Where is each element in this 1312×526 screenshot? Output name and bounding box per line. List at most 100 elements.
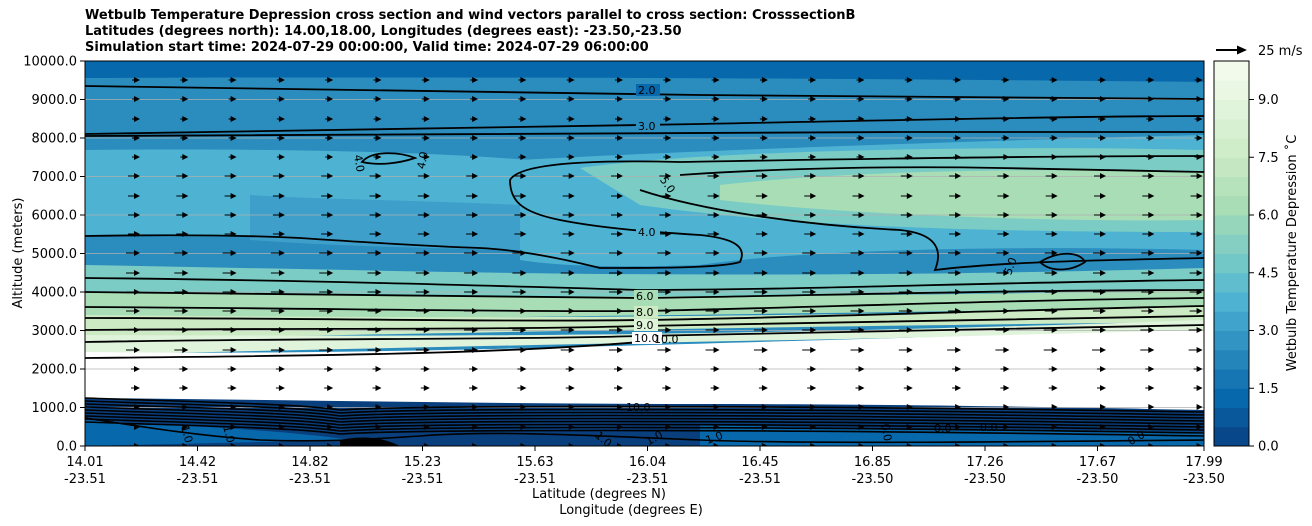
wind-arrowhead (472, 173, 479, 179)
wind-arrowhead (810, 404, 817, 410)
wind-arrowhead (1100, 270, 1106, 276)
colorbar-bands (1214, 61, 1249, 447)
wind-arrowhead (182, 385, 189, 391)
wind-arrowhead (472, 424, 479, 430)
quiver-key-label: 25 m/s (1258, 44, 1303, 59)
wind-arrowhead (375, 212, 382, 218)
wind-arrowhead (520, 443, 527, 446)
wind-arrowhead (1051, 404, 1058, 410)
wind-arrowhead (230, 424, 237, 430)
wind-arrowhead (278, 404, 285, 410)
wind-arrowhead (761, 212, 768, 218)
wind-arrowhead (520, 270, 527, 276)
wind-arrowhead (230, 212, 237, 218)
wind-arrowhead (568, 96, 575, 102)
wind-arrowhead (713, 154, 720, 160)
wind-arrowhead (1100, 289, 1106, 295)
wind-arrowhead (375, 116, 382, 122)
wind-arrowhead (713, 327, 720, 333)
wind-arrowhead (568, 135, 575, 141)
wind-arrowhead (230, 135, 237, 141)
colorbar-band (1214, 311, 1249, 331)
wind-arrowhead (327, 173, 334, 179)
wind-arrowhead (1003, 404, 1010, 410)
wind-arrowhead (134, 443, 140, 446)
field-band (85, 265, 1204, 300)
wind-arrowhead (761, 116, 768, 122)
wind-arrowhead (327, 270, 334, 276)
wind-arrowhead (520, 77, 527, 83)
wind-arrowhead (906, 231, 913, 237)
wind-arrowhead (1100, 96, 1106, 102)
wind-arrowhead (472, 308, 479, 314)
wind-arrowhead (858, 135, 865, 141)
wind-arrowhead (1100, 424, 1106, 430)
wind-arrowhead (134, 289, 140, 295)
x-tick-label-lat: 14.42 (179, 455, 216, 470)
wind-arrowhead (713, 96, 720, 102)
y-tick-label: 2000.0 (32, 363, 78, 378)
wind-arrowhead (1100, 173, 1106, 179)
y-tick-label: 3000.0 (32, 324, 78, 339)
wind-arrowhead (568, 347, 575, 353)
wind-arrowhead (278, 135, 285, 141)
wind-arrowhead (713, 212, 720, 218)
field-band (85, 61, 1204, 82)
wind-arrowhead (810, 135, 817, 141)
wind-arrowhead (472, 404, 479, 410)
wind-arrowhead (665, 116, 672, 122)
wind-arrowhead (1196, 327, 1203, 333)
wind-arrowhead (906, 289, 913, 295)
wind-arrowhead (1100, 347, 1106, 353)
contour-label-bg (634, 319, 658, 331)
wind-arrowhead (327, 231, 334, 237)
wind-arrowhead (134, 212, 140, 218)
contour-label: 3.0 (638, 120, 656, 133)
wind-arrowhead (713, 308, 720, 314)
wind-arrowhead (568, 173, 575, 179)
wind-arrowhead (858, 96, 865, 102)
wind-arrowhead (375, 443, 382, 446)
wind-arrowhead (375, 96, 382, 102)
colorbar-ticks: 0.0 1.5 3.0 4.5 6.0 7.5 9.0 (1249, 93, 1279, 455)
wind-arrowhead (520, 96, 527, 102)
wind-arrowhead (182, 231, 189, 237)
wind-arrowhead (423, 135, 430, 141)
wind-arrowhead (858, 154, 865, 160)
wind-arrowhead (182, 135, 189, 141)
wind-arrowhead (617, 347, 623, 353)
wind-arrowhead (1196, 308, 1203, 314)
y-tick-label: 9000.0 (32, 93, 78, 108)
wind-arrowhead (520, 366, 527, 372)
wind-arrowhead (713, 289, 720, 295)
wind-arrowhead (1003, 270, 1010, 276)
wind-arrowhead (230, 366, 237, 372)
wind-arrowhead (472, 366, 479, 372)
wind-arrowhead (568, 327, 575, 333)
wind-arrowhead (761, 289, 768, 295)
wind-arrowhead (520, 385, 527, 391)
x-tick-label-lat: 17.67 (1079, 455, 1116, 470)
x-tick-label-lat: 17.26 (966, 455, 1003, 470)
wind-arrowhead (230, 385, 237, 391)
wind-arrowhead (1003, 77, 1010, 83)
colorbar-band (1214, 388, 1249, 408)
wind-arrowhead (665, 193, 672, 199)
wind-arrowhead (520, 193, 527, 199)
contour-4.0-loop (360, 152, 418, 165)
wind-arrowhead (375, 77, 382, 83)
contour-label-bg (634, 306, 658, 318)
wind-arrowhead (906, 347, 913, 353)
wind-arrowhead (617, 231, 623, 237)
contour-5.0 (639, 189, 1204, 272)
wind-arrowhead (375, 250, 382, 256)
wind-arrowhead (1051, 77, 1058, 83)
wind-arrowhead (375, 154, 382, 160)
wind-arrowhead (810, 231, 817, 237)
wind-arrowhead (1003, 212, 1010, 218)
wind-arrowhead (906, 77, 913, 83)
wind-arrowhead (810, 347, 817, 353)
surface-contour (85, 412, 1204, 428)
wind-arrowhead (134, 77, 140, 83)
x-tick-label-lon: -23.51 (514, 472, 556, 487)
